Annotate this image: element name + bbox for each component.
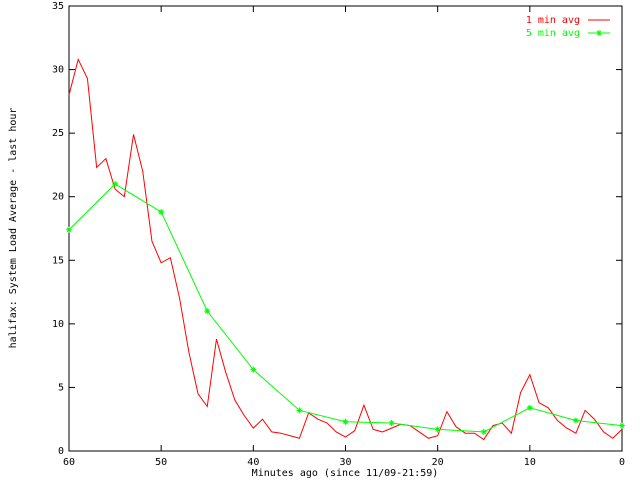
legend-label: 5 min avg (526, 28, 580, 39)
point-marker (112, 181, 119, 187)
point-marker (388, 420, 395, 427)
x-tick-label: 0 (619, 457, 625, 468)
x-axis-label: Minutes ago (since 11/09-21:59) (252, 468, 439, 479)
y-tick-label: 0 (58, 446, 64, 457)
y-tick-label: 35 (52, 1, 64, 12)
legend-label: 1 min avg (526, 15, 580, 26)
y-tick-label: 10 (52, 319, 64, 330)
point-marker (572, 417, 579, 424)
x-tick-label: 30 (339, 457, 351, 468)
x-tick-label: 50 (155, 457, 167, 468)
legend-marker (596, 30, 602, 36)
point-marker (342, 418, 349, 425)
point-marker (204, 308, 211, 315)
x-tick-label: 60 (63, 457, 75, 468)
y-tick-label: 5 (58, 382, 64, 393)
point-marker (296, 407, 303, 414)
point-marker (250, 366, 257, 373)
point-marker (526, 404, 533, 411)
x-tick-label: 20 (432, 457, 444, 468)
point-marker (434, 426, 441, 433)
y-axis-label: halifax: System Load Average - last hour (8, 108, 19, 349)
point-marker (619, 422, 625, 429)
plot-border (68, 5, 623, 452)
series-line (68, 57, 623, 441)
point-marker (66, 226, 72, 233)
y-tick-label: 20 (52, 192, 64, 203)
y-tick-label: 30 (52, 65, 64, 76)
series-line (68, 183, 623, 433)
x-tick-label: 40 (247, 457, 259, 468)
x-tick-label: 10 (524, 457, 536, 468)
y-tick-label: 15 (52, 255, 64, 266)
point-marker (480, 428, 487, 435)
point-marker (158, 208, 165, 215)
y-tick-label: 25 (52, 128, 64, 139)
